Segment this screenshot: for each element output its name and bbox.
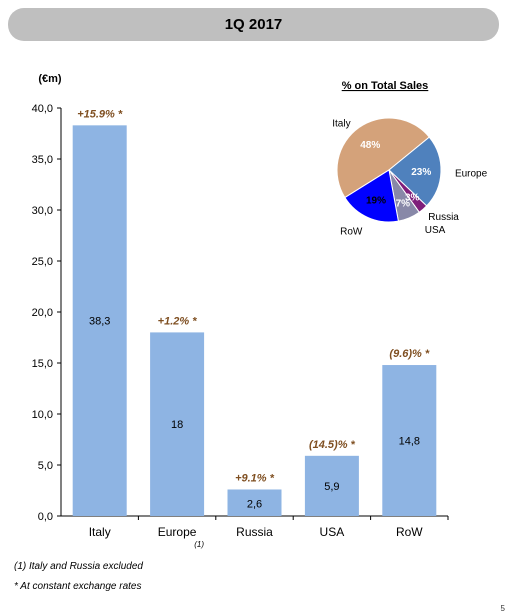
pie-category-label: RoW — [340, 226, 363, 237]
bar-row — [382, 365, 437, 516]
bar-chart: (€m) 0,0 5,0 10,0 15,0 20,0 25,0 30,0 35,0 40,0 38… — [32, 73, 449, 549]
pie-chart: % on Total Sales 48% 23% 3%7% 19% Italy Europe… — [332, 80, 487, 237]
footnote-2: * At constant exchange rates — [14, 581, 142, 592]
bar-value-label: 14,8 — [399, 436, 420, 448]
y-tick-label: 15,0 — [32, 358, 53, 370]
y-tick-label: 0,0 — [38, 511, 53, 523]
page-number: 5 — [500, 604, 505, 613]
x-tick-label: Italy — [89, 525, 111, 539]
pie-category-label: Russia — [428, 212, 459, 223]
growth-label: +9.1% * — [235, 472, 275, 484]
pie-pct-label: 7% — [396, 199, 411, 210]
y-unit-label: (€m) — [38, 73, 62, 85]
pie-pct-label: 23% — [411, 167, 431, 178]
x-tick-label: Russia — [236, 525, 273, 539]
bar-usa — [304, 455, 359, 516]
pie-pct-label: 19% — [366, 195, 386, 206]
footnote-1: (1) Italy and Russia excluded — [14, 561, 143, 572]
bar-italy — [72, 125, 127, 516]
pie-category-label: Europe — [455, 169, 488, 180]
y-tick-label: 40,0 — [32, 103, 53, 115]
y-tick-label: 35,0 — [32, 154, 53, 166]
growth-label: +15.9% * — [77, 108, 123, 120]
y-tick-label: 30,0 — [32, 205, 53, 217]
page-title: 1Q 2017 — [224, 16, 283, 33]
pie-pct-label: 3% — [405, 193, 420, 204]
growth-label: +1.2% * — [158, 315, 198, 327]
pie-slice-europe — [388, 136, 442, 207]
x-tick-superscript: (1) — [194, 540, 204, 549]
x-tick-label: USA — [320, 525, 345, 539]
bar-value-label: 2,6 — [247, 499, 262, 511]
pie-category-label: USA — [425, 225, 446, 236]
bar-europe — [150, 332, 205, 516]
bar-russia — [227, 489, 282, 516]
y-tick-label: 25,0 — [32, 256, 53, 268]
pie-pct-label: 48% — [360, 140, 380, 151]
bar-value-label: 38,3 — [89, 316, 110, 328]
pie-category-label: Italy — [332, 118, 350, 129]
y-tick-label: 20,0 — [32, 307, 53, 319]
y-tick-label: 10,0 — [32, 409, 53, 421]
x-tick-label: Europe — [158, 525, 197, 539]
bar-value-label: 18 — [171, 419, 183, 431]
growth-label: (14.5)% * — [309, 439, 356, 451]
header-banner: 1Q 2017 — [8, 8, 499, 41]
pie-slice-italy — [336, 117, 431, 199]
pie-title: % on Total Sales — [342, 80, 429, 92]
growth-label: (9.6)% * — [389, 348, 429, 360]
bar-value-label: 5,9 — [324, 481, 339, 493]
y-tick-label: 5,0 — [38, 460, 53, 472]
x-tick-label: RoW — [396, 525, 423, 539]
pie-slice-row — [344, 169, 399, 223]
